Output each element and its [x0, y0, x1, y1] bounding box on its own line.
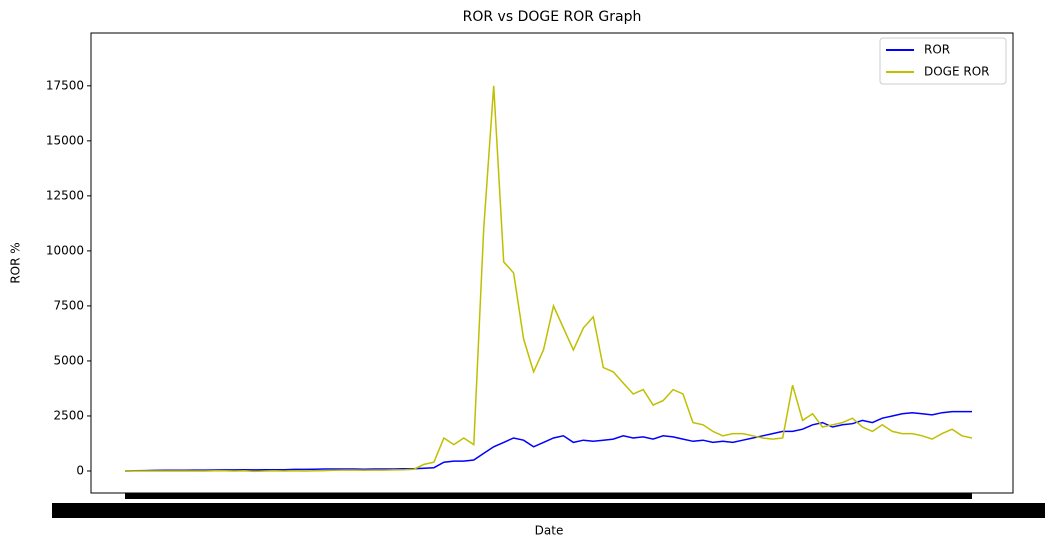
x-axis-label: Date: [535, 524, 564, 538]
y-tick-label: 12500: [46, 188, 84, 202]
legend-label: ROR: [924, 43, 950, 57]
legend-label: DOGE ROR: [924, 65, 990, 79]
series-line: [124, 410, 972, 472]
y-tick-label: 7500: [53, 298, 84, 312]
overlapping-x-tick-labels: [52, 503, 1045, 518]
series-line: [125, 85, 973, 473]
y-tick-label: 10000: [46, 243, 84, 257]
x-tick-marks: [125, 493, 972, 499]
y-tick-label: 5000: [53, 353, 84, 367]
y-tick-label: 15000: [46, 133, 84, 147]
y-tick-label: 17500: [46, 78, 84, 92]
y-tick-label: 2500: [53, 408, 84, 422]
plot-frame: [90, 32, 1014, 494]
y-tick-label: 0: [76, 463, 84, 477]
chart-title: ROR vs DOGE ROR Graph: [463, 9, 642, 25]
y-axis-label: ROR %: [9, 242, 23, 283]
